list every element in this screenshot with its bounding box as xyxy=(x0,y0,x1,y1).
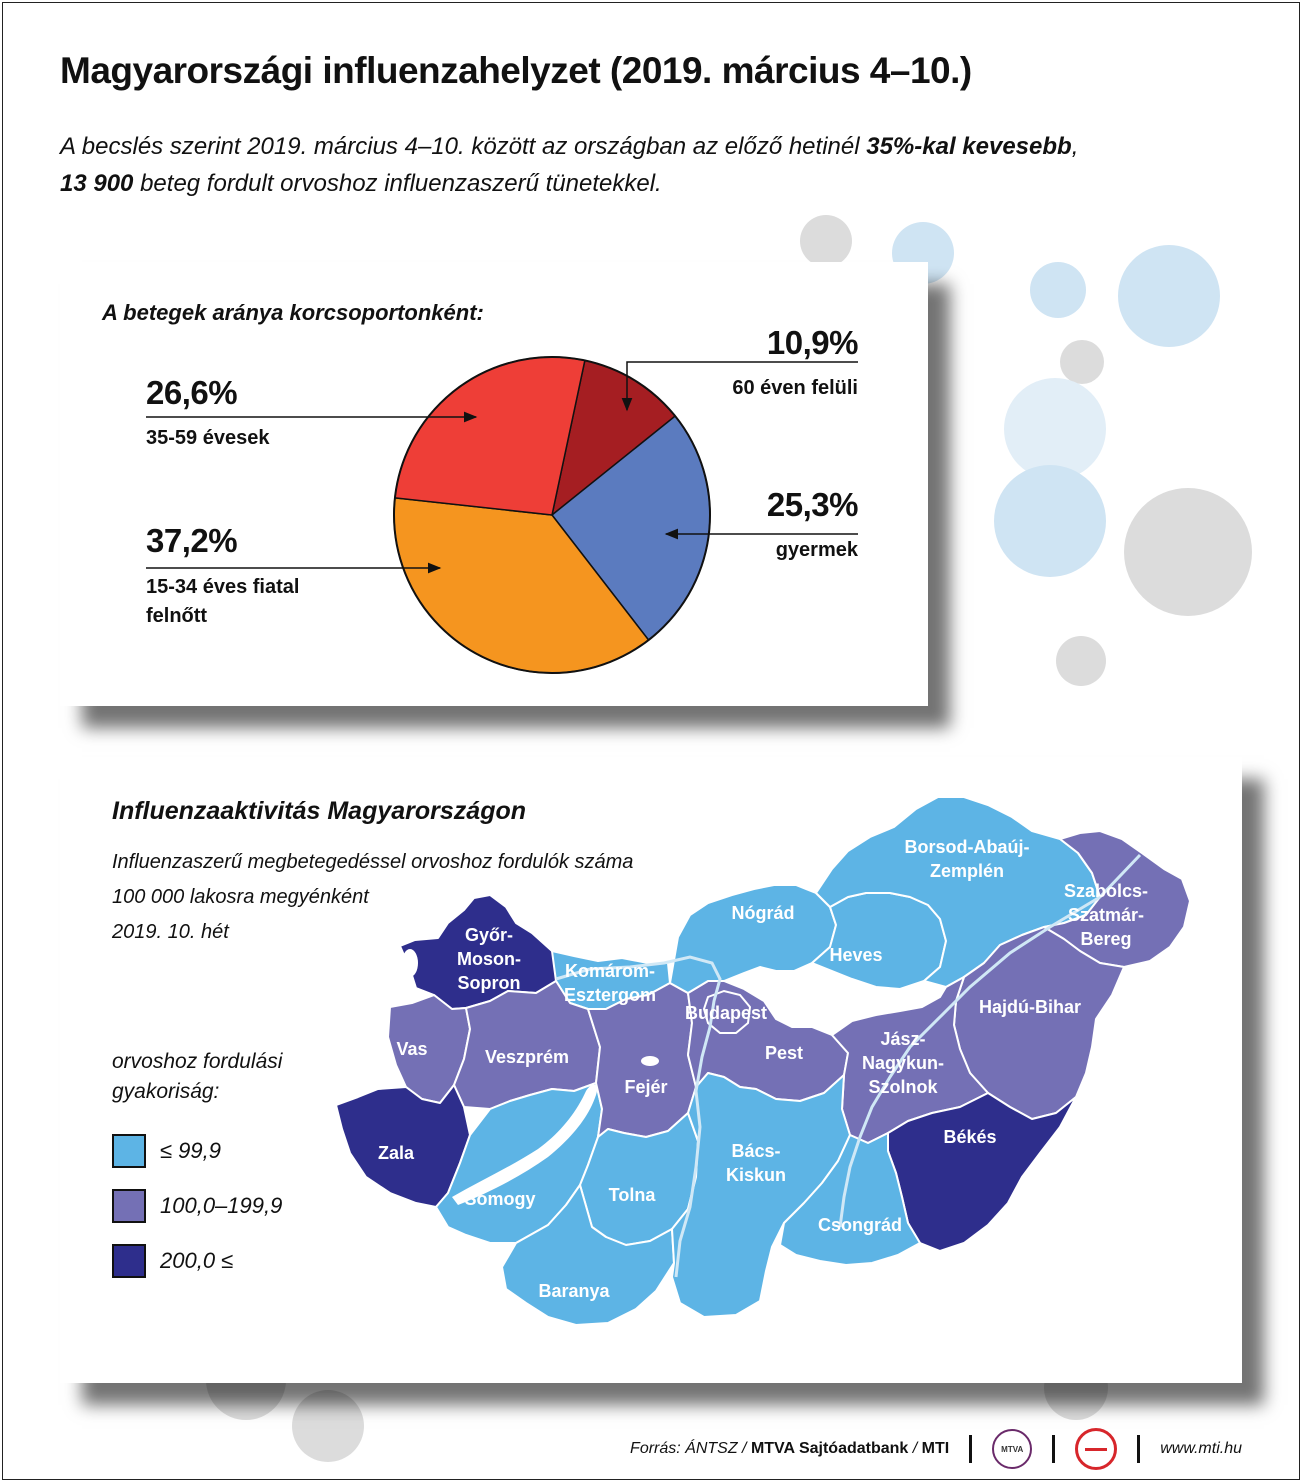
county-label-baranya: Baranya xyxy=(538,1281,610,1301)
pie-label-children: gyermek xyxy=(775,539,858,561)
legend-label: 200,0 ≤ xyxy=(160,1248,234,1273)
page-subtitle: A becslés szerint 2019. március 4–10. kö… xyxy=(60,133,1079,197)
danube-river xyxy=(555,955,722,1278)
virus-decoration xyxy=(1056,636,1106,686)
county-label-veszprem: Veszprém xyxy=(484,1047,570,1067)
lake-balaton xyxy=(452,1084,598,1205)
county-label-vas: Vas xyxy=(396,1039,428,1059)
county-label-heves: Heves xyxy=(829,945,883,965)
county-label-tolna: Tolna xyxy=(608,1185,656,1205)
virus-decoration xyxy=(292,1390,364,1462)
tisza-river xyxy=(838,853,1142,1228)
legend-swatch xyxy=(112,1134,146,1168)
lake-ferto xyxy=(402,949,418,977)
age-group-pie-panel: A betegek aránya korcsoportonként: 10,9%… xyxy=(60,262,928,706)
county-label-bacs-kiskun: Bács- Kiskun xyxy=(725,1141,787,1185)
county-label-borsod-abauj-zemplen: Borsod-Abaúj- Zemplén xyxy=(904,837,1030,881)
legend-title-line: gyakoriság: xyxy=(112,1080,220,1103)
footer-separator xyxy=(1052,1435,1056,1463)
map-subtitle-line: 100 000 lakosra megyénként xyxy=(112,886,369,908)
county-label-zala: Zala xyxy=(377,1143,415,1163)
pie-pct-60plus: 10,9% xyxy=(766,324,859,361)
pie-pct-children: 25,3% xyxy=(766,486,859,523)
footer-separator xyxy=(969,1435,973,1463)
pie-label-35-59: 35-59 évesek xyxy=(146,427,270,449)
pie-label-60plus: 60 éven felüli xyxy=(732,377,858,399)
hungary-county-map xyxy=(335,796,1191,1326)
county-csongrád xyxy=(779,1132,921,1266)
county-heves xyxy=(811,892,947,990)
virus-decoration xyxy=(1030,262,1086,318)
legend-title-line: orvoshoz fordulási xyxy=(112,1050,283,1073)
map-subtitle-line: Influenzaszerű megbetegedéssel orvoshoz … xyxy=(112,851,634,873)
virus-decoration xyxy=(1124,488,1252,616)
influenza-map-panel: Influenzaaktivitás Magyarországon Influe… xyxy=(60,757,1242,1383)
pie-outline xyxy=(393,356,711,674)
leader-line-60plus xyxy=(621,361,858,412)
county-label-bekes: Békés xyxy=(943,1127,997,1147)
county-label-gyor-moson-sopron: Győr- Moson- Sopron xyxy=(457,925,521,993)
county-label-somogy: Somogy xyxy=(464,1189,536,1209)
county-label-budapest: Budapest xyxy=(684,1003,768,1023)
virus-decoration xyxy=(1118,245,1220,347)
source-credit: Forrás: ÁNTSZ / MTVA Sajtóadatbank / MTI xyxy=(630,1440,950,1457)
legend-swatch xyxy=(112,1244,146,1278)
pie-pct-15-34: 37,2% xyxy=(146,522,238,559)
virus-decoration xyxy=(800,215,852,267)
virus-decoration xyxy=(994,465,1106,577)
legend-label: 100,0–199,9 xyxy=(160,1193,283,1218)
website-link[interactable]: www.mti.hu xyxy=(1160,1440,1242,1457)
county-label-fejer: Fejér xyxy=(624,1077,668,1097)
page-title: Magyarországi influenzahelyzet (2019. má… xyxy=(60,50,972,91)
county-label-hajdu-bihar: Hajdú-Bihar xyxy=(978,997,1082,1017)
map-subtitle: Influenzaszerű megbetegedéssel orvoshoz … xyxy=(112,845,633,950)
pie-label-15-34: 15-34 éves fiatal felnőtt xyxy=(146,576,300,627)
county-szabolcs-szatmár-bereg xyxy=(1043,830,1191,968)
county-label-nograd: Nógrád xyxy=(731,903,795,923)
lake-velence xyxy=(641,1056,659,1066)
county-label-szabolcs-szatmar-bereg: Szabolcs- Szatmár- Bereg xyxy=(1063,881,1149,949)
pie-slice-35-59 xyxy=(394,356,586,516)
county-budapest xyxy=(702,989,752,1034)
legend-title: orvoshoz fordulási gyakoriság: xyxy=(112,1047,282,1107)
county-label-pest: Pest xyxy=(764,1043,804,1063)
county-label-komarom-esztergom: Komárom- Esztergom xyxy=(563,961,657,1005)
county-label-csongrad: Csongrád xyxy=(817,1215,903,1235)
legend-item-low: ≤ 99,9 xyxy=(112,1131,221,1171)
pie-chart xyxy=(146,356,858,674)
pie-pct-35-59: 26,6% xyxy=(146,374,238,411)
virus-decoration xyxy=(1060,340,1104,384)
county-label-jasz-nagykun-szolnok: Jász- Nagykun- Szolnok xyxy=(861,1029,945,1097)
mti-logo xyxy=(1075,1428,1118,1470)
legend-label: ≤ 99,9 xyxy=(160,1138,222,1163)
footer: Forrás: ÁNTSZ / MTVA Sajtóadatbank / MTI… xyxy=(630,1428,1242,1470)
legend-item-high: 200,0 ≤ xyxy=(112,1241,233,1281)
legend-item-mid: 100,0–199,9 xyxy=(112,1186,282,1226)
pie-title: A betegek aránya korcsoportonként: xyxy=(102,300,484,325)
legend-swatch xyxy=(112,1189,146,1223)
map-title: Influenzaaktivitás Magyarországon xyxy=(112,797,527,825)
virus-decoration xyxy=(1004,378,1106,480)
footer-separator xyxy=(1137,1435,1141,1463)
mtva-logo: MTVA xyxy=(992,1429,1033,1469)
map-subtitle-line: 2019. 10. hét xyxy=(112,921,229,943)
